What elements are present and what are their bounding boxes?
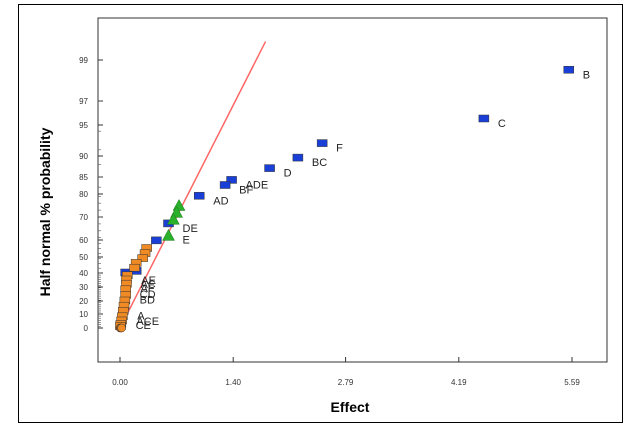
data-label: F — [336, 143, 343, 155]
y-tick-label: 10 — [79, 310, 88, 319]
data-point-square — [292, 153, 304, 162]
data-points — [115, 66, 575, 333]
data-label: AC — [140, 279, 155, 291]
y-tick-label: 20 — [79, 297, 88, 306]
y-tick-label: 30 — [79, 283, 88, 292]
y-tick-label: 99 — [79, 56, 88, 65]
data-label: AD — [213, 195, 228, 207]
data-label: BF — [239, 185, 253, 197]
chart-frame — [18, 4, 623, 423]
y-axis-ticks: 0 10 20 30 40 50 60 70 80 85 90 95 97 99 — [79, 56, 103, 333]
data-label: ADE — [246, 179, 269, 191]
data-point-square — [264, 164, 275, 172]
x-axis-ticks: 0.00 1.40 2.79 4.19 5.59 — [112, 357, 580, 387]
data-point-square — [137, 254, 148, 262]
plot-area — [97, 17, 608, 363]
data-point-square — [563, 66, 575, 74]
data-point-square — [219, 181, 231, 189]
y-tick-label: 70 — [79, 213, 88, 222]
data-point-square — [151, 236, 162, 245]
data-point-triangle — [166, 212, 180, 225]
data-point-triangle — [162, 228, 175, 241]
data-label: A — [137, 310, 145, 322]
reference-line-group — [119, 41, 267, 329]
y-tick-label: 0 — [84, 324, 89, 333]
data-label: AE — [141, 275, 156, 287]
data-label: CE — [136, 320, 151, 332]
y-tick-label: 90 — [79, 152, 88, 161]
x-tick-label: 0.00 — [112, 378, 128, 387]
x-tick-label: 4.19 — [451, 378, 467, 387]
data-label: BD — [140, 294, 155, 306]
y-tick-label: 40 — [79, 269, 88, 278]
y-tick-label: 95 — [79, 121, 88, 130]
data-label: D — [284, 168, 292, 180]
data-label: DE — [183, 223, 198, 235]
y-axis-title: Half normal % probability — [37, 127, 53, 296]
y-tick-label: 60 — [79, 236, 88, 245]
data-label: AF — [140, 283, 154, 295]
y-tick-label: 80 — [79, 190, 88, 199]
data-label: CD — [140, 289, 156, 301]
data-label: C — [498, 118, 506, 130]
data-label: ACE — [136, 316, 159, 328]
data-point-square — [226, 176, 237, 184]
x-tick-label: 2.79 — [338, 378, 354, 387]
data-label: B — [583, 69, 590, 81]
x-tick-label: 1.40 — [225, 378, 241, 387]
data-label: BC — [312, 157, 327, 169]
data-point-square — [129, 263, 140, 272]
y-tick-label: 50 — [79, 253, 88, 262]
y-tick-label: 85 — [79, 173, 88, 182]
reference-line — [119, 41, 267, 329]
y-tick-label: 97 — [79, 97, 88, 106]
data-point-square — [193, 192, 205, 200]
x-axis-title: Effect — [331, 399, 370, 415]
data-label: E — [183, 234, 190, 246]
data-point-square — [478, 114, 490, 123]
data-point-square — [316, 139, 328, 147]
data-point-circle — [117, 323, 126, 333]
x-tick-label: 5.59 — [564, 378, 580, 387]
